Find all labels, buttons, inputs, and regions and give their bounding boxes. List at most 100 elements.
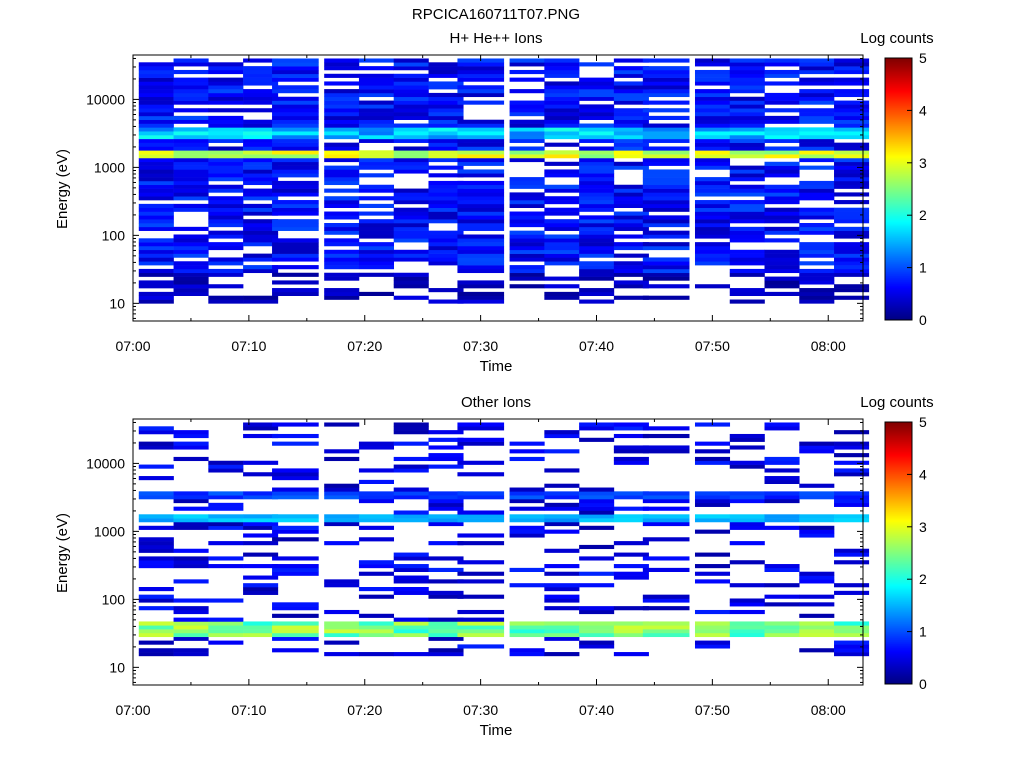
heatmap-cell — [138, 192, 174, 197]
heatmap-cell — [579, 215, 615, 220]
heatmap-cell — [694, 203, 731, 208]
colorbar-segment — [885, 98, 912, 101]
heatmap-cell — [834, 468, 870, 473]
heatmap-cell — [272, 537, 319, 542]
heatmap-cell — [393, 253, 429, 258]
heatmap-cell — [579, 288, 615, 293]
heatmap-cell — [173, 242, 209, 247]
heatmap-cell — [694, 284, 731, 289]
heatmap-cell — [544, 69, 580, 75]
heatmap-cell — [457, 66, 505, 71]
heatmap-cell — [173, 253, 209, 258]
colorbar-segment — [885, 200, 912, 203]
heatmap-cell — [694, 188, 731, 193]
heatmap-cell — [358, 272, 395, 277]
heatmap-cell — [613, 115, 649, 120]
heatmap-cell — [173, 77, 209, 82]
heatmap-cell — [694, 77, 731, 82]
heatmap-cell — [173, 636, 209, 641]
heatmap-cell — [428, 203, 464, 208]
heatmap-cell — [834, 154, 870, 159]
heatmap-cell — [694, 571, 731, 576]
heatmap-cell — [173, 445, 209, 450]
heatmap-cell — [834, 226, 870, 231]
heatmap-cell — [694, 165, 731, 170]
heatmap-cell — [324, 238, 360, 243]
colorbar-segment — [885, 120, 912, 123]
heatmap-cell — [764, 169, 800, 174]
heatmap-cell — [428, 96, 464, 101]
heatmap-cell — [243, 123, 279, 128]
colorbar-segment — [885, 542, 912, 545]
heatmap-cell — [509, 89, 545, 94]
heatmap-cell — [544, 491, 580, 496]
heatmap-cell — [138, 203, 174, 208]
heatmap-cell — [173, 226, 209, 231]
heatmap-cell — [457, 180, 505, 186]
heatmap-cell — [358, 81, 395, 86]
heatmap-cell — [457, 196, 505, 201]
heatmap-cell — [272, 66, 319, 71]
heatmap-cell — [138, 426, 174, 431]
heatmap-cell — [579, 625, 615, 630]
x-tick-label: 08:00 — [811, 702, 846, 718]
heatmap-cell — [358, 226, 395, 231]
colorbar-segment — [885, 130, 912, 133]
heatmap-cell — [324, 89, 360, 94]
heatmap-cell — [243, 135, 279, 140]
colorbar-segment — [885, 108, 912, 111]
heatmap-cell — [579, 192, 615, 197]
heatmap-cell — [544, 85, 580, 90]
heatmap-cell — [509, 583, 545, 588]
heatmap-cell — [799, 188, 835, 193]
heatmap-cell — [243, 161, 279, 166]
heatmap-cell — [764, 249, 800, 254]
colorbar-segment — [885, 636, 912, 639]
heatmap-cell — [208, 69, 244, 75]
heatmap-cell — [729, 203, 765, 208]
heatmap-cell — [694, 108, 731, 113]
heatmap-cell — [457, 223, 505, 228]
heatmap-cell — [509, 138, 545, 143]
heatmap-cell — [173, 203, 209, 208]
heatmap-cell — [358, 104, 395, 109]
heatmap-cell — [729, 96, 765, 101]
colorbar-segment — [885, 612, 912, 615]
heatmap-cell — [272, 487, 319, 492]
heatmap-cell — [173, 161, 209, 166]
heatmap-cell — [544, 636, 580, 641]
colorbar-segment — [885, 632, 912, 635]
heatmap-cell — [834, 491, 870, 496]
heatmap-cell — [694, 245, 731, 251]
heatmap-cell — [428, 625, 464, 630]
heatmap-cell — [138, 73, 174, 78]
heatmap-cell — [642, 100, 690, 105]
heatmap-cell — [324, 487, 360, 492]
heatmap-cell — [428, 521, 464, 527]
heatmap-cell — [729, 219, 765, 224]
heatmap-cell — [509, 157, 545, 163]
heatmap-cell — [457, 609, 505, 615]
colorbar-segment — [885, 192, 912, 195]
heatmap-cell — [358, 525, 395, 530]
heatmap-cell — [173, 556, 209, 561]
x-tick-label: 07:00 — [115, 338, 150, 354]
heatmap-cell — [579, 245, 615, 251]
heatmap-cell — [579, 123, 615, 128]
heatmap-cell — [509, 567, 545, 572]
heatmap-cell — [764, 422, 800, 427]
heatmap-cell — [208, 135, 244, 140]
heatmap-cell — [243, 257, 279, 262]
heatmap-cell — [324, 142, 360, 147]
heatmap-cell — [272, 242, 319, 247]
heatmap-cell — [243, 575, 279, 580]
heatmap-cell — [272, 127, 319, 132]
colorbar-segment — [885, 462, 912, 465]
heatmap-cell — [173, 234, 209, 239]
colorbar-segment — [885, 676, 912, 679]
heatmap-cell — [324, 276, 360, 281]
heatmap-cell — [613, 73, 649, 78]
heatmap-cell — [613, 295, 649, 300]
heatmap-cell — [764, 69, 800, 75]
colorbar-tick-label: 4 — [919, 466, 927, 482]
